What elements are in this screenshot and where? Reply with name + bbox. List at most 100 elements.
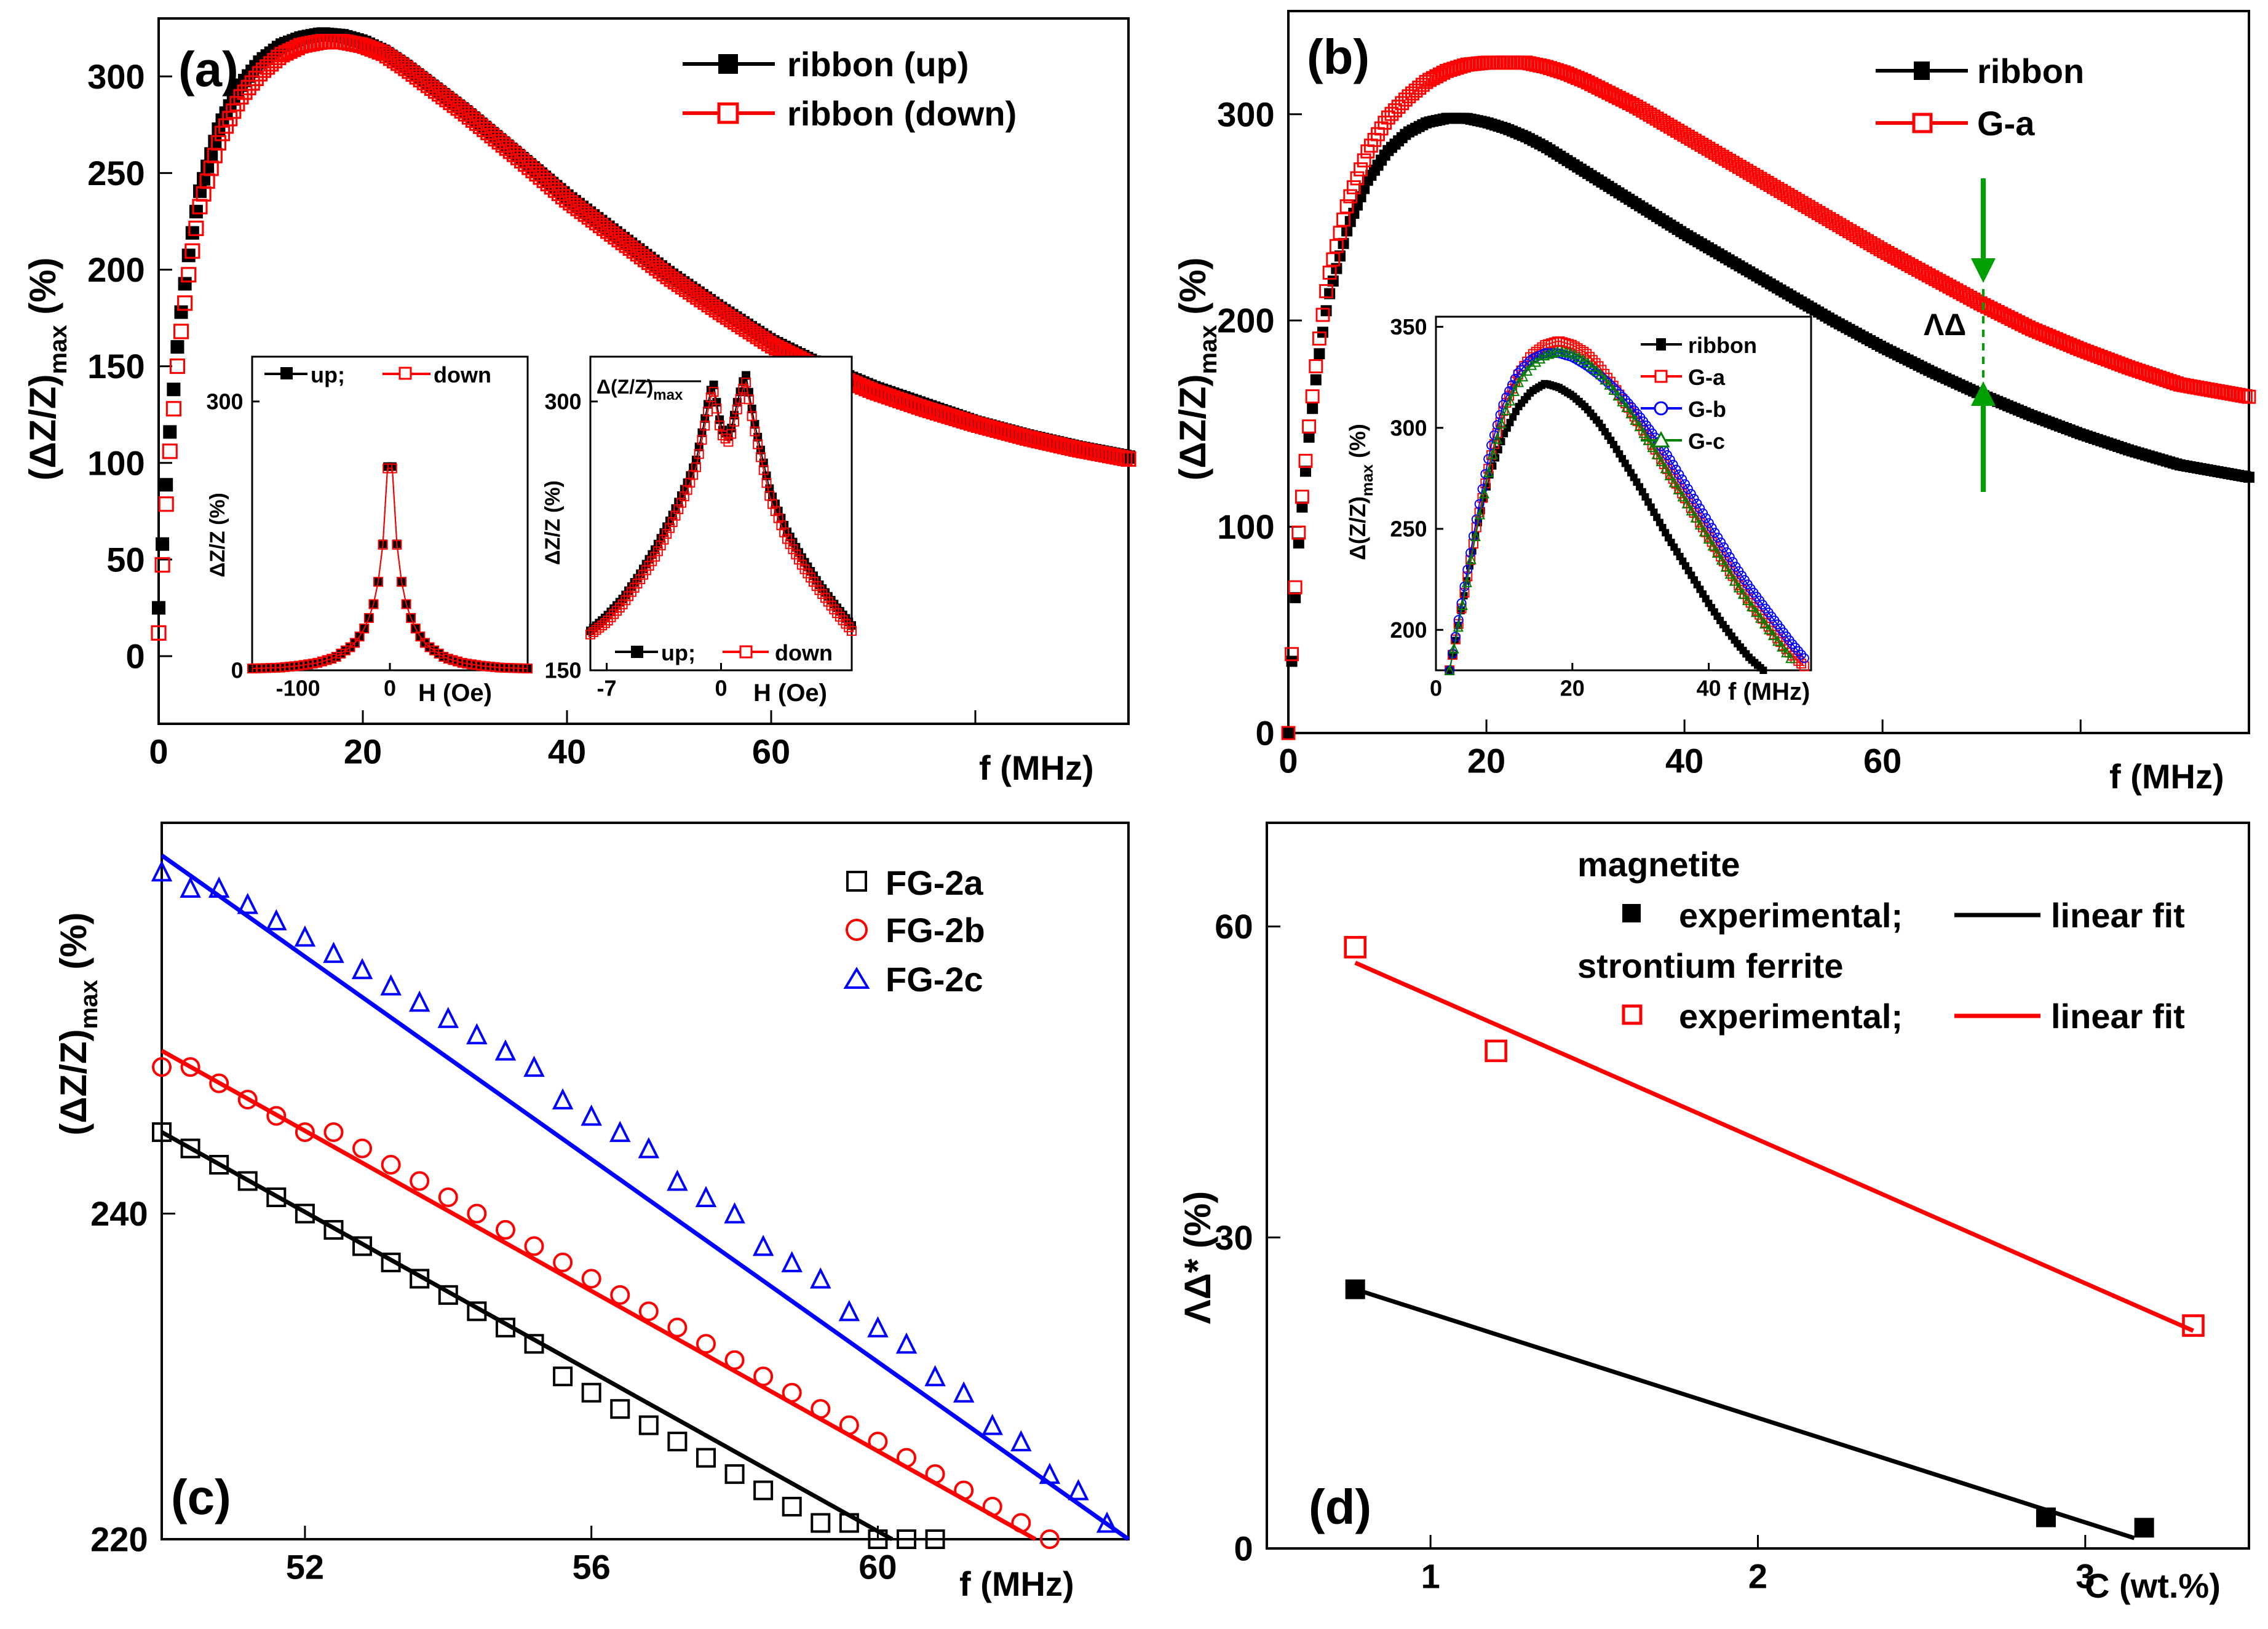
- panel-b-annotation-text: ΛΔ: [1924, 307, 1966, 342]
- panel-c-series-1-point-15: [581, 1269, 601, 1289]
- inset-a2-series-1-point-63: [770, 506, 780, 517]
- inset-b1-series-3-point-5: [1465, 553, 1477, 565]
- panel-b-label: (b): [1307, 30, 1370, 84]
- panel-b-series-0-point-0: [1283, 727, 1294, 739]
- inset-b1-series-2-point-86: [1700, 513, 1711, 523]
- inset-a2-series-1-point-64: [773, 513, 783, 523]
- inset-a2-annotation-main: Δ(Z/Z): [597, 376, 653, 398]
- panel-c-series-2-point-14: [552, 1088, 574, 1110]
- panel-a-ytick-label-4: 200: [87, 250, 145, 289]
- panel-a-ylabel-sub: max: [45, 325, 72, 374]
- inset-a2-series-0-point-44: [715, 415, 724, 424]
- inset-b1-legend-marker-1: [1654, 370, 1668, 383]
- panel-a-ytick-label-1: 50: [106, 540, 145, 579]
- panel-c-series-2-point-13: [523, 1055, 545, 1077]
- inset-a1-xtick-label-0: -100: [276, 675, 320, 700]
- inset-b1-series-3-point-38: [1608, 384, 1619, 395]
- panel-b-ytick-label-0: 0: [1255, 714, 1274, 753]
- panel-a-series-1-point-6: [173, 323, 189, 339]
- inset-a1-series-1-point-31: [392, 539, 402, 550]
- panel-a-x-xtick-label-1: 20: [344, 732, 382, 771]
- inset-b1-series-3-point-44: [1634, 420, 1645, 432]
- panel-d-x-xtick-label-0: 1: [1421, 1556, 1440, 1595]
- panel-c-series-0-point-22: [782, 1497, 802, 1517]
- inset-b1-legend-text-1: G-a: [1688, 365, 1726, 390]
- panel-b-series-1-point-1: [1285, 647, 1299, 662]
- inset-b1-series-2-point-79: [1680, 479, 1691, 489]
- panel-a-ylabel-main: (ΔZ/Z): [22, 374, 63, 480]
- panel-b-ylabel-main: (ΔZ/Z): [1172, 374, 1213, 480]
- inset-b1-ylabel-main: Δ(Z/Z): [1345, 496, 1370, 560]
- panel-b-series-1-point-17: [1339, 199, 1354, 213]
- panel-b-x-xtick-label-0: 0: [1279, 741, 1298, 780]
- inset-b1-series-3-point-69: [1742, 594, 1753, 606]
- panel-b-series-0: [1283, 113, 2254, 739]
- inset-b1-series-3-point-61: [1707, 540, 1718, 551]
- panel-a-series-0-point-9: [185, 226, 199, 240]
- inset-a2-xtick-label-0: -7: [597, 675, 617, 700]
- inset-b1-series-3-point-33: [1587, 360, 1598, 372]
- inset-b1-series-3-point-1: [1448, 643, 1459, 654]
- inset-b1-frame: [1435, 315, 1812, 672]
- panel-c-series-2-point-32: [1068, 1479, 1089, 1500]
- panel-c-x-xtick-label-2: 60: [858, 1547, 897, 1586]
- inset-a1-series-1-point-30: [387, 463, 397, 474]
- inset-a1-frame: [251, 355, 529, 672]
- panel-c-series-0-point-23: [811, 1513, 831, 1533]
- panel-c-series-2-point-18: [667, 1170, 688, 1191]
- inset-a2-series-1-point-66: [779, 527, 790, 537]
- inset-a2-ticks: -7 0 150 300: [545, 389, 728, 700]
- inset-b1-series-3-point-63: [1716, 554, 1727, 565]
- panel-a-series-1-point-3: [162, 443, 178, 459]
- panel-c-series-0-fit: [161, 1130, 894, 1542]
- inset-b1-series-3-point-6: [1470, 530, 1481, 541]
- inset-a1-series-1-point-33: [401, 599, 411, 609]
- panel-a-series-1-point-2: [158, 496, 174, 512]
- panel-b-series-1-point-9: [1312, 331, 1326, 346]
- panel-c-series-2-point-29: [981, 1414, 1003, 1435]
- inset-a2-series-1-point-34: [685, 477, 696, 488]
- inset-b1-legend-marker-2: [1654, 401, 1668, 416]
- inset-b1-series-3-point-37: [1604, 379, 1615, 390]
- inset-b1-series-3-point-53: [1673, 483, 1684, 494]
- panel-b-series-1-point-15: [1333, 226, 1347, 240]
- inset-b1-legend-text-2: G-b: [1688, 397, 1726, 422]
- inset-b1-legend: ribbon G-a G-b G-c: [1641, 333, 1757, 454]
- inset-b1-series-3-point-29: [1569, 349, 1580, 360]
- panel-c-series-1-point-10: [438, 1187, 458, 1207]
- panel-c-series-1-point-2: [209, 1073, 229, 1093]
- inset-b1-xtick-label-2: 40: [1697, 675, 1721, 700]
- panel-b-series-0-point-6: [1303, 431, 1315, 443]
- inset-b1-series-3-point-49: [1655, 455, 1667, 467]
- inset-b1-series-3-point-71: [1750, 606, 1762, 617]
- panel-a-ytick-label-2: 100: [87, 443, 145, 482]
- inset-b1-series-3-point-32: [1582, 357, 1593, 368]
- panel-b-series-1-point-19: [1346, 180, 1361, 194]
- panel-b-series-1-point-16: [1336, 212, 1351, 227]
- panel-b-series-1: [1281, 55, 2256, 740]
- panel-a-yticks: 0 50 100 150 200 250 300: [87, 57, 172, 676]
- inset-a1-series-1-point-27: [373, 577, 384, 587]
- inset-a1-xtick-label-1: 0: [384, 675, 396, 700]
- inset-a2-series-1-point-22: [650, 552, 660, 562]
- panel-a-series-1-point-5: [169, 358, 186, 375]
- inset-a2-series-1-point-84: [832, 608, 843, 619]
- panel-a-series-1-point-1: [154, 557, 170, 573]
- inset-a2-xlabel: H (Oe): [753, 680, 827, 707]
- panel-d-x-xtick-label-1: 2: [1748, 1556, 1767, 1595]
- inset-a2-series-1-point-83: [829, 604, 839, 615]
- panel-b-series-1-point-13: [1326, 252, 1341, 267]
- inset-a2-series-1-point-5: [600, 618, 610, 628]
- panel-b-frame: [1287, 10, 2250, 734]
- inset-a2-ytick-label-0: 150: [545, 658, 582, 683]
- inset-b1-series-3-point-18: [1521, 365, 1533, 376]
- panel-b-series-1-point-18: [1343, 189, 1358, 204]
- inset-a2-series-1-point-42: [708, 387, 719, 397]
- panel-d-series-1-point-0: [1344, 936, 1367, 959]
- panel-a-legend-text-1: ribbon (down): [787, 94, 1017, 133]
- inset-b1-series-2-point-92: [1719, 542, 1729, 552]
- panel-c-series-2-point-10: [437, 1007, 459, 1028]
- inset-a1-ylabel: ΔZ/Z (%): [206, 493, 229, 577]
- inset-b1-series-3-point-28: [1565, 347, 1576, 358]
